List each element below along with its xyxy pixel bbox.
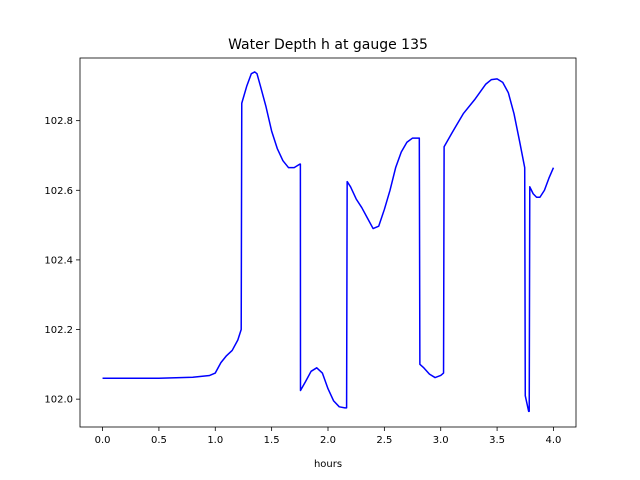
- y-tick-label: 102.2: [44, 325, 73, 336]
- y-tick-label: 102.8: [44, 116, 73, 127]
- x-tick-label: 3.5: [489, 435, 505, 446]
- x-tick-label: 2.0: [320, 435, 336, 446]
- chart-title: Water Depth h at gauge 135: [228, 37, 428, 53]
- x-tick-label: 1.0: [207, 435, 223, 446]
- y-axis: 102.0 102.2 102.4 102.6 102.8: [44, 116, 80, 406]
- x-tick-label: 2.5: [376, 435, 392, 446]
- x-axis-label: hours: [314, 459, 342, 470]
- plot-area: [102, 71, 555, 413]
- x-tick-label: 3.0: [433, 435, 449, 446]
- y-tick-label: 102.6: [44, 186, 73, 197]
- y-tick-label: 102.0: [44, 395, 73, 406]
- axes-frame: [79, 57, 577, 428]
- x-tick-label: 4.0: [546, 435, 562, 446]
- x-tick-label: 0.5: [151, 435, 167, 446]
- x-tick-label: 1.5: [264, 435, 280, 446]
- series-line-0: [102, 71, 555, 413]
- y-tick-label: 102.4: [44, 255, 73, 266]
- x-tick-label: 0.0: [95, 435, 111, 446]
- x-axis: 0.0 0.5 1.0 1.5 2.0 2.5 3.0 3.5 4.0: [95, 427, 562, 446]
